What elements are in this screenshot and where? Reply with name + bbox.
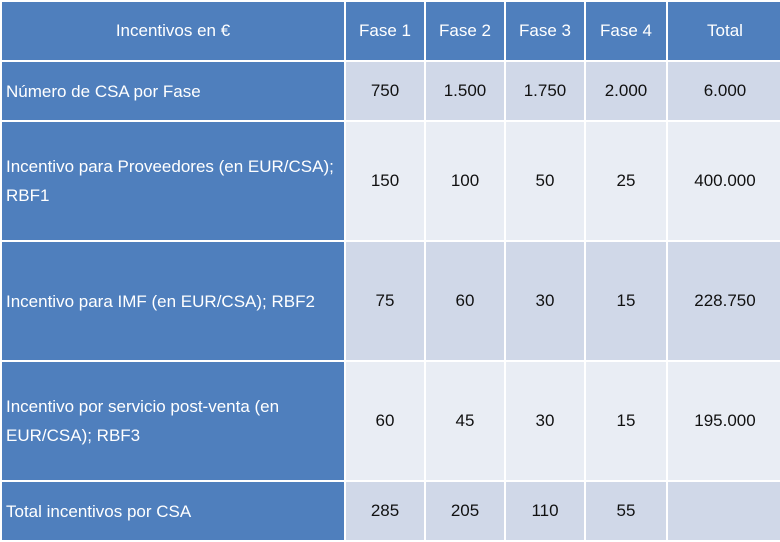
header-label: Incentivos en € (2, 2, 344, 60)
table-cell: 110 (506, 482, 584, 540)
table-cell: 750 (346, 62, 424, 120)
table-cell: 45 (426, 362, 504, 480)
header-row: Incentivos en € Fase 1 Fase 2 Fase 3 Fas… (2, 2, 780, 60)
table-cell: 400.000 (668, 122, 780, 240)
header-fase-2: Fase 2 (426, 2, 504, 60)
table-row: Número de CSA por Fase 750 1.500 1.750 2… (2, 62, 780, 120)
table-cell: 150 (346, 122, 424, 240)
row-label: Total incentivos por CSA (2, 482, 344, 540)
row-label: Incentivo por servicio post-venta (en EU… (2, 362, 344, 480)
table-cell: 60 (426, 242, 504, 360)
table-row: Incentivo para Proveedores (en EUR/CSA);… (2, 122, 780, 240)
table-row: Incentivo para IMF (en EUR/CSA); RBF2 75… (2, 242, 780, 360)
table-row: Incentivo por servicio post-venta (en EU… (2, 362, 780, 480)
table-cell: 60 (346, 362, 424, 480)
table-cell (668, 482, 780, 540)
table-cell: 30 (506, 242, 584, 360)
table-cell: 6.000 (668, 62, 780, 120)
table-cell: 205 (426, 482, 504, 540)
row-label: Incentivo para Proveedores (en EUR/CSA);… (2, 122, 344, 240)
header-fase-1: Fase 1 (346, 2, 424, 60)
header-total: Total (668, 2, 780, 60)
header-fase-4: Fase 4 (586, 2, 666, 60)
row-label: Número de CSA por Fase (2, 62, 344, 120)
table-cell: 285 (346, 482, 424, 540)
table-cell: 30 (506, 362, 584, 480)
table-cell: 1.750 (506, 62, 584, 120)
table-cell: 2.000 (586, 62, 666, 120)
table-cell: 15 (586, 242, 666, 360)
table-cell: 195.000 (668, 362, 780, 480)
table-cell: 75 (346, 242, 424, 360)
table-row: Total incentivos por CSA 285 205 110 55 (2, 482, 780, 540)
table-cell: 100 (426, 122, 504, 240)
table-cell: 1.500 (426, 62, 504, 120)
table-cell: 55 (586, 482, 666, 540)
row-label: Incentivo para IMF (en EUR/CSA); RBF2 (2, 242, 344, 360)
table-cell: 228.750 (668, 242, 780, 360)
table-cell: 50 (506, 122, 584, 240)
table-cell: 15 (586, 362, 666, 480)
table-cell: 25 (586, 122, 666, 240)
header-fase-3: Fase 3 (506, 2, 584, 60)
